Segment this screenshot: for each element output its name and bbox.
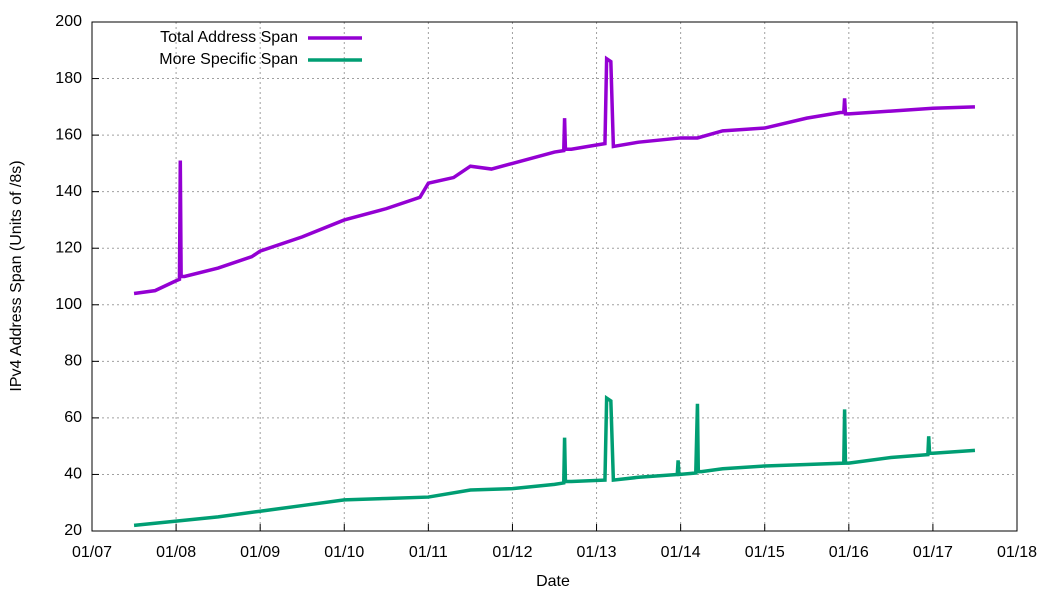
y-tick-label: 140 xyxy=(55,183,82,200)
x-tick-label: 01/12 xyxy=(492,544,532,561)
x-tick-label: 01/17 xyxy=(913,544,953,561)
series-line xyxy=(133,55,976,296)
x-tick-label: 01/10 xyxy=(324,544,364,561)
legend-label: More Specific Span xyxy=(159,51,298,68)
y-tick-label: 160 xyxy=(55,126,82,143)
y-tick-label: 200 xyxy=(55,13,82,30)
x-tick-label: 01/11 xyxy=(409,544,448,561)
y-tick-label: 80 xyxy=(64,353,82,370)
plot-border xyxy=(91,21,1018,532)
series-line xyxy=(133,394,976,528)
x-tick-label: 01/15 xyxy=(745,544,785,561)
legend-label: Total Address Span xyxy=(160,29,298,46)
x-tick-label: 01/08 xyxy=(156,544,196,561)
y-tick-label: 40 xyxy=(64,466,82,483)
x-axis-label: Date xyxy=(536,573,570,590)
y-tick-label: 60 xyxy=(64,409,82,426)
y-tick-label: 120 xyxy=(55,239,82,256)
x-tick-label: 01/18 xyxy=(997,544,1037,561)
y-tick-label: 180 xyxy=(55,70,82,87)
x-tick-label: 01/13 xyxy=(577,544,617,561)
y-axis-label: IPv4 Address Span (Units of /8s) xyxy=(8,160,25,391)
y-tick-label: 100 xyxy=(55,296,82,313)
y-tick-label: 20 xyxy=(64,522,82,539)
x-tick-label: 01/09 xyxy=(240,544,280,561)
x-tick-label: 01/14 xyxy=(661,544,701,561)
x-tick-label: 01/07 xyxy=(72,544,112,561)
x-tick-label: 01/16 xyxy=(829,544,869,561)
